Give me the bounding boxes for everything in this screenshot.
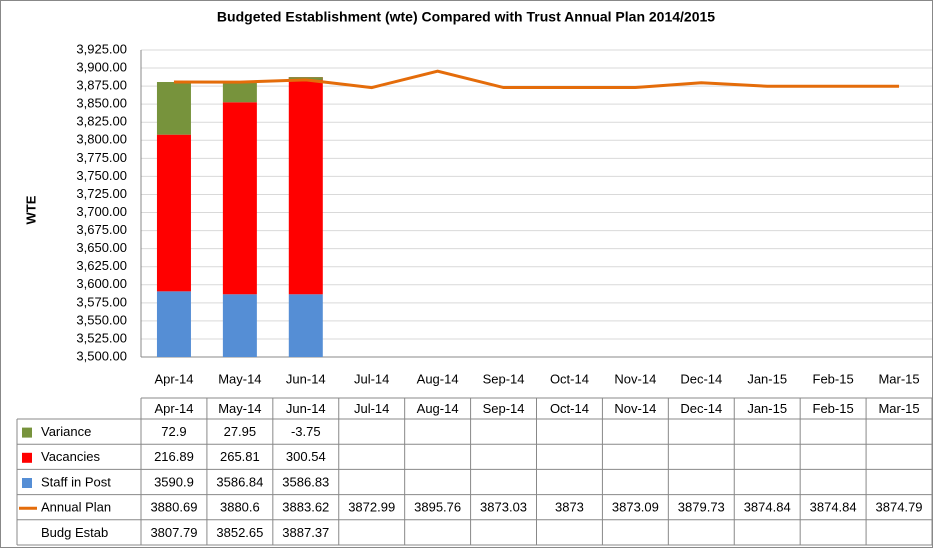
y-axis-title: WTE — [23, 195, 38, 224]
y-tick-label: 3,500.00 — [76, 348, 127, 363]
table-header: Mar-15 — [878, 401, 919, 416]
x-tick-label: Jan-15 — [747, 371, 787, 386]
table-cell: 27.95 — [224, 424, 257, 439]
table-cell: 3879.73 — [678, 500, 725, 515]
x-tick-label: Oct-14 — [550, 371, 589, 386]
table-header: Feb-15 — [813, 401, 854, 416]
table-header: May-14 — [218, 401, 261, 416]
table-cell: 3807.79 — [150, 525, 197, 540]
table-cell: 3887.37 — [282, 525, 329, 540]
legend-key — [22, 427, 32, 438]
table-cell: 216.89 — [154, 449, 194, 464]
y-tick-label: 3,800.00 — [76, 132, 127, 147]
y-tick-label: 3,600.00 — [76, 276, 127, 291]
table-cell: 300.54 — [286, 449, 326, 464]
bar — [288, 77, 323, 295]
table-cell: 3874.79 — [876, 500, 923, 515]
table-cell: 3873.09 — [612, 500, 659, 515]
table-row-label: Variance — [41, 424, 91, 439]
table-cell: 3586.83 — [282, 474, 329, 489]
table-cell: -3.75 — [291, 424, 321, 439]
table-header: Jul-14 — [354, 401, 389, 416]
bar — [222, 294, 257, 357]
table-row-label: Budg Estab — [41, 525, 108, 540]
bar — [156, 82, 191, 135]
chart-title: Budgeted Establishment (wte) Compared wi… — [217, 9, 715, 25]
table-cell: 3874.84 — [744, 500, 791, 515]
table-cell: 3590.9 — [154, 474, 194, 489]
y-tick-label: 3,550.00 — [76, 312, 127, 327]
table-row-label: Vacancies — [41, 449, 101, 464]
line-series — [173, 69, 900, 90]
y-tick-label: 3,700.00 — [76, 204, 127, 219]
x-tick-label: Jul-14 — [354, 371, 389, 386]
table-header: Jan-15 — [747, 401, 787, 416]
y-tick-label: 3,650.00 — [76, 240, 127, 255]
table-cell: 3873.03 — [480, 500, 527, 515]
legend-key — [22, 452, 32, 463]
table-cell: 3883.62 — [282, 500, 329, 515]
x-tick-label: Apr-14 — [154, 371, 193, 386]
table-header: Apr-14 — [154, 401, 193, 416]
table-cell: 3880.6 — [220, 500, 260, 515]
bar — [288, 294, 323, 357]
x-tick-label: Feb-15 — [813, 371, 854, 386]
x-tick-label: Sep-14 — [483, 371, 525, 386]
table-cell: 3873 — [555, 500, 584, 515]
table-cell: 3586.84 — [216, 474, 263, 489]
y-tick-label: 3,850.00 — [76, 96, 127, 111]
legend-key — [22, 478, 32, 488]
y-tick-label: 3,750.00 — [76, 168, 127, 183]
table-cell: 265.81 — [220, 449, 260, 464]
table-header: Oct-14 — [550, 401, 589, 416]
table-header: Dec-14 — [680, 401, 722, 416]
x-tick-label: Dec-14 — [680, 371, 722, 386]
y-tick-label: 3,875.00 — [76, 78, 127, 93]
x-tick-label: Mar-15 — [878, 371, 919, 386]
bar — [222, 102, 257, 295]
table-header: Nov-14 — [614, 401, 656, 416]
y-tick-label: 3,575.00 — [76, 294, 127, 309]
table-cell: 3874.84 — [810, 500, 857, 515]
y-tick-label: 3,775.00 — [76, 150, 127, 165]
x-tick-label: Nov-14 — [614, 371, 656, 386]
y-tick-label: 3,625.00 — [76, 258, 127, 273]
x-tick-label: Jun-14 — [286, 371, 326, 386]
bar — [156, 134, 191, 292]
y-tick-label: 3,525.00 — [76, 330, 127, 345]
y-tick-label: 3,925.00 — [76, 41, 127, 56]
x-tick-label: Aug-14 — [417, 371, 459, 386]
table-row-label: Annual Plan — [41, 500, 111, 515]
table-cell: 3852.65 — [216, 525, 263, 540]
y-tick-label: 3,675.00 — [76, 222, 127, 237]
table-cell: 3880.69 — [150, 500, 197, 515]
y-tick-label: 3,900.00 — [76, 59, 127, 74]
x-tick-label: May-14 — [218, 371, 261, 386]
table-cell: 72.9 — [161, 424, 186, 439]
bar — [222, 82, 257, 103]
bar — [156, 291, 191, 357]
table-cell: 3895.76 — [414, 500, 461, 515]
y-tick-label: 3,825.00 — [76, 114, 127, 129]
table-header: Jun-14 — [286, 401, 326, 416]
table-cell: 3872.99 — [348, 500, 395, 515]
table-row-label: Staff in Post — [41, 474, 111, 489]
y-tick-label: 3,725.00 — [76, 186, 127, 201]
table-header: Aug-14 — [417, 401, 459, 416]
table-header: Sep-14 — [483, 401, 525, 416]
